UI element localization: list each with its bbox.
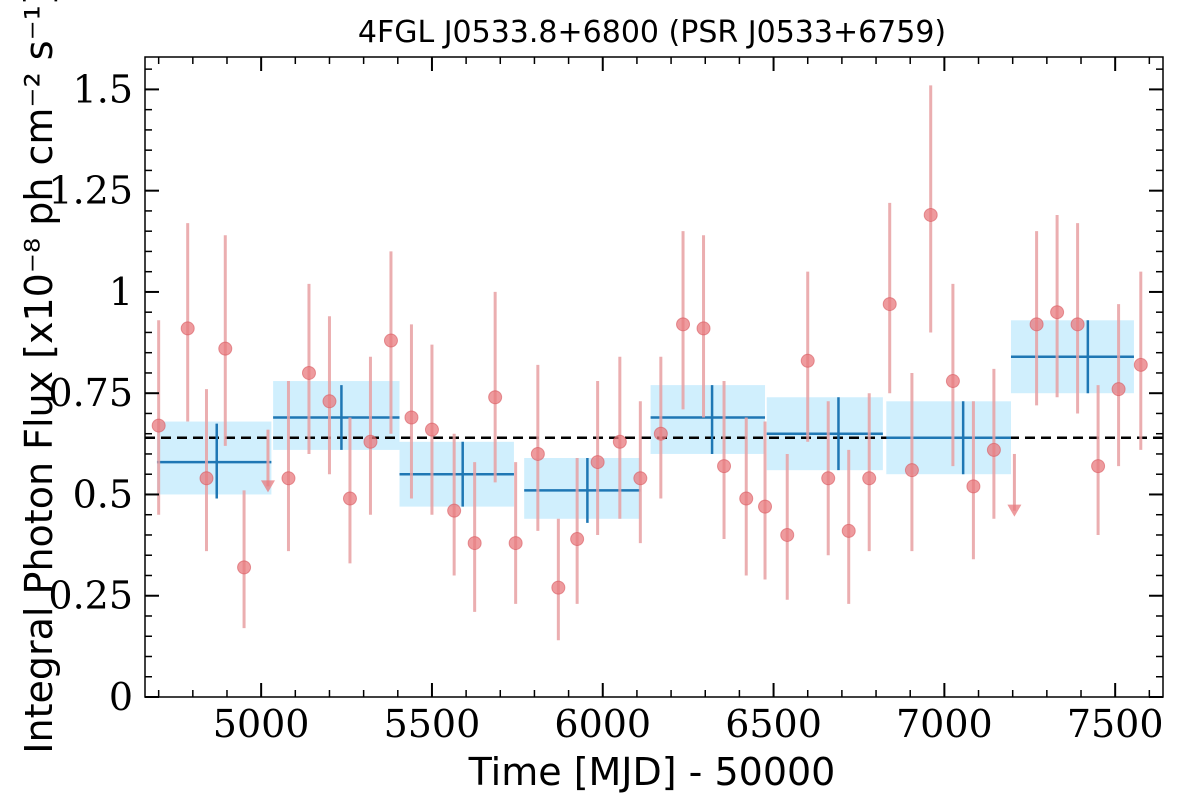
data-point-15	[467, 536, 482, 551]
data-point-3	[218, 341, 233, 356]
data-point-47	[1133, 357, 1148, 372]
chart-title: 4FGL J0533.8+6800 (PSR J0533+6759)	[358, 15, 946, 50]
data-point-38	[945, 374, 960, 389]
x-axis-label: Time [MJD] - 50000	[468, 750, 836, 794]
y-tick-label-5: 1.25	[48, 169, 133, 213]
x-tick-label-4: 7000	[896, 702, 993, 746]
x-tick-label-2: 6000	[554, 702, 651, 746]
data-point-21	[590, 455, 605, 470]
data-point-42	[1029, 317, 1044, 332]
data-point-46	[1111, 382, 1126, 397]
data-point-0	[151, 418, 166, 433]
data-point-40	[986, 442, 1001, 457]
y-tick-label-1: 0.25	[48, 574, 133, 618]
data-point-22	[612, 434, 627, 449]
data-point-17	[508, 536, 523, 551]
upper-limit-arrow-5	[260, 480, 275, 493]
x-tick-label-3: 6500	[725, 702, 822, 746]
data-point-20	[570, 532, 585, 547]
data-point-6	[281, 471, 296, 486]
data-point-31	[800, 353, 815, 368]
data-point-32	[821, 471, 836, 486]
data-point-35	[882, 297, 897, 312]
data-point-12	[404, 410, 419, 425]
upper-limit-arrow-41	[1007, 504, 1022, 517]
data-point-34	[862, 471, 877, 486]
axes-frame	[144, 56, 1164, 698]
data-point-43	[1050, 305, 1065, 320]
x-tick-label-5: 7500	[1067, 702, 1164, 746]
data-point-27	[717, 459, 732, 474]
data-point-33	[841, 523, 856, 538]
y-tick-label-2: 0.5	[73, 472, 133, 516]
data-point-28	[739, 491, 754, 506]
data-point-26	[696, 321, 711, 336]
data-point-11	[383, 333, 398, 348]
data-point-8	[322, 394, 337, 409]
data-point-13	[424, 422, 439, 437]
data-point-45	[1091, 459, 1106, 474]
data-point-36	[904, 463, 919, 478]
data-point-24	[653, 426, 668, 441]
data-point-2	[199, 471, 214, 486]
data-point-9	[342, 491, 357, 506]
y-tick-label-0: 0	[109, 675, 133, 719]
y-tick-label-6: 1.5	[73, 67, 133, 111]
data-point-23	[633, 471, 648, 486]
data-point-4	[237, 560, 252, 575]
data-point-19	[551, 580, 566, 595]
data-point-18	[530, 446, 545, 461]
data-point-16	[488, 390, 503, 405]
bin-band-1	[273, 381, 400, 450]
data-point-37	[923, 207, 938, 222]
data-point-25	[676, 317, 691, 332]
data-point-10	[363, 434, 378, 449]
data-point-14	[447, 503, 462, 518]
y-tick-label-4: 1	[109, 270, 133, 314]
data-point-1	[180, 321, 195, 336]
bin-band-4	[650, 385, 766, 454]
y-tick-label-3: 0.75	[48, 371, 133, 415]
data-point-7	[301, 365, 316, 380]
data-point-39	[966, 479, 981, 494]
y-axis-label: Integral Photon Flux [x10⁻⁸ ph cm⁻² s⁻¹]	[17, 0, 61, 754]
x-tick-label-0: 5000	[213, 702, 310, 746]
data-point-29	[758, 499, 773, 514]
data-point-30	[780, 527, 795, 542]
data-point-44	[1070, 317, 1085, 332]
x-tick-label-1: 5500	[384, 702, 481, 746]
bin-band-3	[524, 458, 641, 519]
bin-band-0	[156, 421, 272, 495]
plot-area: 5000 5500 6000 6500 7000 7500 0 0.25 0.5 0.75 1 1.2…	[48, 56, 1164, 746]
